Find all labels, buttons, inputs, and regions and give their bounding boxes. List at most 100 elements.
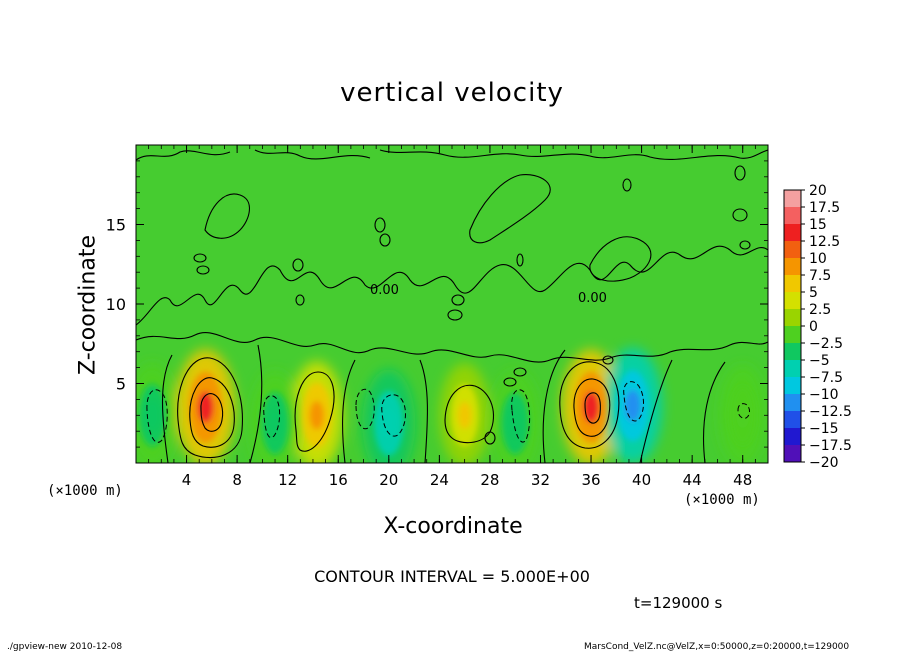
colorbar: 2017.51512.5107.552.50−2.5−5−7.5−10−12.5… — [783, 183, 852, 471]
contour-cell — [734, 165, 746, 181]
field-feature-core — [508, 409, 522, 437]
field-feature-core — [457, 401, 472, 429]
contour-cell — [193, 253, 207, 263]
contour-updraft-1-inner — [189, 377, 235, 448]
colorbar-bin — [784, 258, 801, 275]
colorbar-label: −15 — [809, 421, 839, 437]
contour-cell — [739, 240, 751, 250]
x-axis-label: X-coordinate — [383, 514, 523, 539]
y-axis-label: Z-coordinate — [75, 235, 101, 375]
negative-contours — [146, 381, 750, 443]
contour-updraft-3 — [559, 361, 620, 449]
contour-cell — [379, 233, 391, 247]
colorbar-bin — [784, 360, 801, 377]
x-tick-label: 12 — [278, 471, 297, 489]
x-tick-label: 20 — [379, 471, 398, 489]
contour-neg-2 — [263, 395, 281, 438]
contour-cell — [602, 355, 614, 365]
field-feature-core — [583, 391, 599, 424]
field-feature-core — [736, 402, 750, 429]
contour-interval-label: CONTOUR INTERVAL = 5.000E+00 — [314, 567, 590, 586]
colorbar-bin — [784, 275, 801, 292]
contour-top-3 — [379, 149, 768, 160]
colorbar-label: 0 — [809, 319, 818, 335]
contour-zero-columns — [162, 344, 726, 463]
chart-title: vertical velocity — [340, 78, 564, 108]
x-axis-unit-right: (×1000 m) — [684, 492, 760, 508]
field-feature-core — [624, 390, 641, 422]
colorbar-label: 12.5 — [809, 234, 840, 250]
contour-cell — [447, 309, 463, 321]
colorbar-bin — [784, 445, 801, 462]
contour-cell — [292, 258, 304, 272]
field-feature-core — [268, 409, 282, 437]
x-tick-label: 32 — [531, 471, 550, 489]
x-tick-label: 16 — [329, 471, 348, 489]
contour-neg-7 — [737, 403, 750, 419]
colorbar-bin — [784, 343, 801, 360]
colorbar-bin — [784, 377, 801, 394]
x-tick-label: 36 — [581, 471, 600, 489]
colorbar-bin — [784, 428, 801, 445]
colorbar-label: 15 — [809, 217, 827, 233]
colorbar-bin — [784, 207, 801, 224]
colorbar-label: 10 — [809, 251, 827, 267]
contour-cell — [732, 208, 748, 222]
colorbar-label: 7.5 — [809, 268, 831, 284]
contour-label: 0.00 — [578, 291, 607, 306]
contour-cell — [196, 265, 210, 275]
contour-neg-1 — [146, 389, 168, 443]
field-feature-core — [309, 401, 324, 430]
time-label: t=129000 s — [634, 594, 723, 612]
colorbar-label: −5 — [809, 353, 830, 369]
contour-cell — [295, 294, 305, 306]
colorbar-label: −12.5 — [809, 404, 852, 420]
colorbar-bin — [784, 394, 801, 411]
plot-area: 0.00 0.00 — [136, 145, 768, 463]
colorbar-bin — [784, 309, 801, 326]
contour-neg-4 — [381, 394, 406, 437]
contour-zero-lower — [136, 332, 768, 363]
x-axis-unit-left: (×1000 m) — [47, 483, 123, 499]
contour-cell — [513, 367, 527, 377]
colorbar-label: −2.5 — [809, 336, 843, 352]
colorbar-label: −17.5 — [809, 438, 852, 454]
contour-lines — [136, 149, 768, 463]
contour-top-2 — [254, 149, 371, 160]
colorbar-label: 5 — [809, 285, 818, 301]
contour-updraft-3-inner — [573, 378, 611, 437]
footer-right: MarsCond_VelZ.nc@VelZ,x=0:50000,z=0:2000… — [584, 642, 850, 652]
contour-neg-5 — [511, 389, 531, 443]
y-tick-label: 15 — [106, 216, 126, 235]
footer-left: ./gpview-new 2010-12-08 — [7, 642, 123, 652]
y-tick-label: 10 — [106, 295, 126, 314]
x-axis: 4 8 12 16 20 24 28 32 36 40 44 48 — [135, 145, 769, 489]
contour-updraft-2 — [294, 371, 335, 452]
colorbar-bin — [784, 190, 801, 207]
x-tick-label: 28 — [480, 471, 499, 489]
y-tick-label: 5 — [116, 375, 126, 394]
colorbar-bin — [784, 224, 801, 241]
contour-plume-3 — [589, 236, 652, 282]
contour-top-1 — [136, 150, 231, 161]
field-feature-core — [381, 409, 396, 438]
colorbar-bin — [784, 241, 801, 258]
contour-label: 0.00 — [370, 283, 399, 298]
contour-updraft-3-core — [584, 392, 601, 424]
x-tick-label: 44 — [683, 471, 702, 489]
contour-neg-6 — [623, 381, 644, 422]
contour-cell — [374, 217, 386, 233]
colorbar-label: 17.5 — [809, 200, 840, 216]
field-feature-core — [145, 401, 160, 429]
colorbar-label: 2.5 — [809, 302, 831, 318]
contour-cell — [451, 294, 465, 306]
x-tick-label: 24 — [430, 471, 449, 489]
y-axis: 5 10 15 — [106, 144, 768, 464]
contour-plume-2 — [469, 174, 551, 244]
colorbar-bin — [784, 292, 801, 309]
x-tick-label: 4 — [182, 471, 192, 489]
contour-neg-3 — [355, 388, 375, 430]
colorbar-bin — [784, 326, 801, 343]
contour-cell — [622, 178, 632, 192]
